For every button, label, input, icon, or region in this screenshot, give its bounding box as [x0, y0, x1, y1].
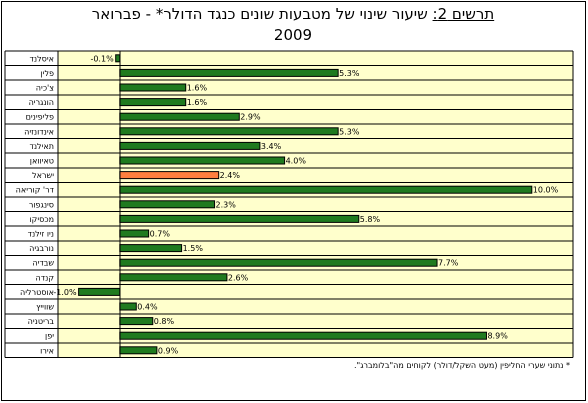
category-label: מכסיקו: [30, 215, 55, 224]
label-column: [5, 51, 58, 358]
data-label: -0.1%: [90, 54, 114, 63]
data-label: 0.4%: [137, 303, 158, 312]
category-label: טאיוואן: [30, 157, 54, 166]
bar: [119, 258, 438, 267]
bar: [119, 68, 339, 77]
footnote: * נתוני שערי החליפין (מעט השקל/דולר) לקו…: [354, 361, 570, 370]
category-label: צ'כיה: [36, 84, 54, 93]
data-label: 5.8%: [360, 215, 381, 224]
data-label: 2.9%: [240, 113, 261, 122]
data-label: 5.3%: [339, 127, 360, 136]
bar: [119, 346, 158, 355]
bar: [119, 112, 240, 121]
category-label: יפן: [45, 332, 54, 341]
bar: [119, 244, 183, 253]
category-label: סינגפור: [29, 200, 54, 209]
category-label: בריטניה: [28, 317, 55, 326]
bar: [119, 200, 216, 209]
data-label: 4.0%: [286, 157, 307, 166]
data-label: 0.8%: [154, 317, 175, 326]
bar: [119, 156, 286, 165]
bar: [119, 171, 220, 180]
category-label: אינדונזיה: [24, 127, 54, 136]
category-label: פליפינים: [26, 113, 54, 122]
category-label: נורבגיה: [29, 244, 54, 253]
data-label: 10.0%: [533, 186, 559, 195]
bar: [119, 127, 339, 136]
bar: [115, 54, 121, 63]
data-label: 2.3%: [216, 200, 237, 209]
category-label: אירו: [40, 346, 54, 355]
data-label: 1.6%: [187, 98, 208, 107]
category-label: ישראל: [32, 171, 54, 180]
category-label: פלין: [40, 69, 54, 78]
data-label: 7.7%: [438, 259, 459, 268]
bar: [119, 273, 228, 282]
data-label: 1.6%: [187, 84, 208, 93]
data-label: 2.6%: [228, 273, 249, 282]
data-label: 1.5%: [183, 244, 204, 253]
title-label: תרשים 2:: [432, 5, 495, 23]
data-label: 5.3%: [339, 69, 360, 78]
bar: [78, 287, 121, 296]
bar: [119, 317, 154, 326]
bar: [119, 302, 137, 311]
bar: [119, 141, 261, 150]
chart-title: תרשים 2: שיעור שינוי של מטבעות שונים כנג…: [0, 4, 586, 46]
category-label: ניו זילנד: [28, 230, 54, 239]
category-label: שווייץ: [36, 303, 54, 312]
title-year: 2009: [273, 26, 313, 44]
bar: [119, 98, 187, 107]
category-label: שבדיה: [32, 259, 54, 268]
category-label: תאילנד: [29, 142, 54, 151]
title-text: שיעור שינוי של מטבעות שונים כנגד הדולר* …: [91, 5, 433, 23]
category-label: הונגריה: [29, 98, 54, 107]
data-label: 0.9%: [158, 346, 179, 355]
bar: [119, 185, 533, 194]
data-label: 0.7%: [150, 230, 171, 239]
bar: [119, 331, 487, 340]
data-label: -1.0%: [53, 288, 77, 297]
category-label: דר' קוריאה: [16, 186, 55, 195]
data-label: 2.4%: [220, 171, 241, 180]
category-label: אוסטרליה: [20, 288, 54, 297]
category-label: קנדה: [36, 273, 55, 282]
bar: [119, 229, 150, 238]
bar: [119, 214, 360, 223]
data-label: 3.4%: [261, 142, 282, 151]
data-label: 8.9%: [487, 332, 508, 341]
bar: [119, 83, 187, 92]
category-label: איסלנד: [30, 54, 54, 63]
